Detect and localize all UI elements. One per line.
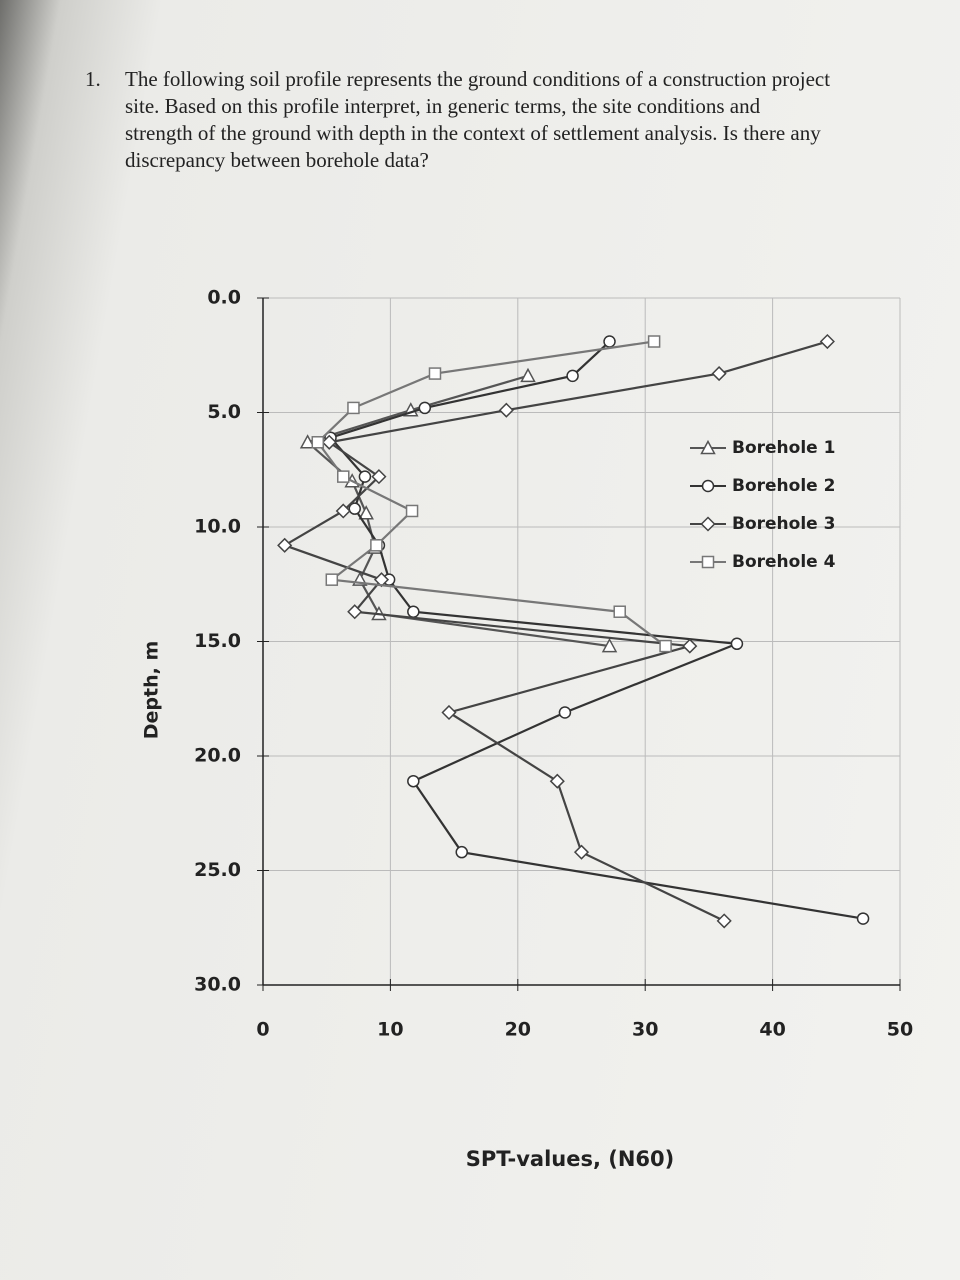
y-tick-label: 10.0 xyxy=(194,516,241,538)
data-point xyxy=(566,369,579,383)
x-tick-label: 20 xyxy=(505,1019,531,1041)
data-point xyxy=(405,504,419,518)
data-point xyxy=(573,844,590,860)
data-point xyxy=(520,367,536,383)
data-point xyxy=(549,773,565,789)
data-point xyxy=(613,605,626,618)
x-tick-label: 30 xyxy=(632,1019,658,1041)
data-point xyxy=(358,470,372,483)
data-point xyxy=(407,774,420,788)
question-line: site. Based on this profile interpret, i… xyxy=(125,94,761,118)
legend-marker xyxy=(701,479,715,493)
x-tick-label: 50 xyxy=(887,1019,913,1041)
data-point xyxy=(358,505,374,520)
data-point xyxy=(730,637,744,651)
data-point xyxy=(441,704,457,721)
legend-label: Borehole 4 xyxy=(732,552,836,572)
series-line xyxy=(328,340,864,920)
legend-marker xyxy=(700,439,716,455)
data-point xyxy=(428,367,442,380)
question-line: discrepancy between borehole data? xyxy=(125,148,429,172)
data-point xyxy=(371,469,387,485)
data-point xyxy=(711,366,727,382)
data-point xyxy=(647,335,661,348)
question: 1. The following soil profile represents… xyxy=(85,66,945,174)
x-tick-label: 10 xyxy=(377,1019,403,1041)
x-axis-label: SPT-values, (N60) xyxy=(466,1147,675,1171)
x-tick-label: 0 xyxy=(256,1019,269,1041)
y-tick-label: 25.0 xyxy=(194,859,241,881)
data-point xyxy=(682,638,698,654)
data-point xyxy=(370,539,383,552)
question-line: The following soil profile represents th… xyxy=(125,67,831,91)
legend-label: Borehole 1 xyxy=(732,438,835,458)
data-point xyxy=(407,605,420,618)
data-point xyxy=(347,604,363,620)
data-point xyxy=(311,436,325,449)
data-point xyxy=(716,913,732,929)
legend-label: Borehole 3 xyxy=(732,514,835,534)
series-line xyxy=(282,340,828,922)
data-point xyxy=(335,503,351,519)
question-line: strength of the ground with depth in the… xyxy=(125,121,821,145)
data-point xyxy=(603,335,616,348)
data-point xyxy=(856,912,870,925)
y-tick-label: 15.0 xyxy=(194,630,241,652)
legend-label: Borehole 2 xyxy=(732,476,835,496)
data-point xyxy=(498,402,514,418)
y-tick-label: 0.0 xyxy=(207,287,241,309)
y-axis-label: Depth, m xyxy=(141,641,163,740)
y-tick-label: 30.0 xyxy=(194,974,241,996)
data-point xyxy=(347,401,360,415)
data-point xyxy=(659,639,672,653)
data-point xyxy=(299,434,316,449)
data-point xyxy=(325,573,339,586)
data-point xyxy=(321,434,337,450)
y-tick-label: 20.0 xyxy=(194,745,241,767)
legend-marker xyxy=(701,555,715,569)
data-point xyxy=(348,502,361,515)
question-text: The following soil profile represents th… xyxy=(125,66,945,174)
data-point xyxy=(819,333,835,350)
data-point xyxy=(418,401,432,415)
question-number: 1. xyxy=(85,67,101,91)
data-point xyxy=(337,470,350,483)
data-point xyxy=(455,845,468,859)
x-tick-label: 40 xyxy=(759,1019,785,1041)
data-point xyxy=(601,638,618,653)
data-point xyxy=(558,706,572,719)
series-line xyxy=(316,340,667,647)
legend-marker xyxy=(700,516,716,532)
y-tick-label: 5.0 xyxy=(207,401,241,423)
data-point xyxy=(277,537,293,553)
